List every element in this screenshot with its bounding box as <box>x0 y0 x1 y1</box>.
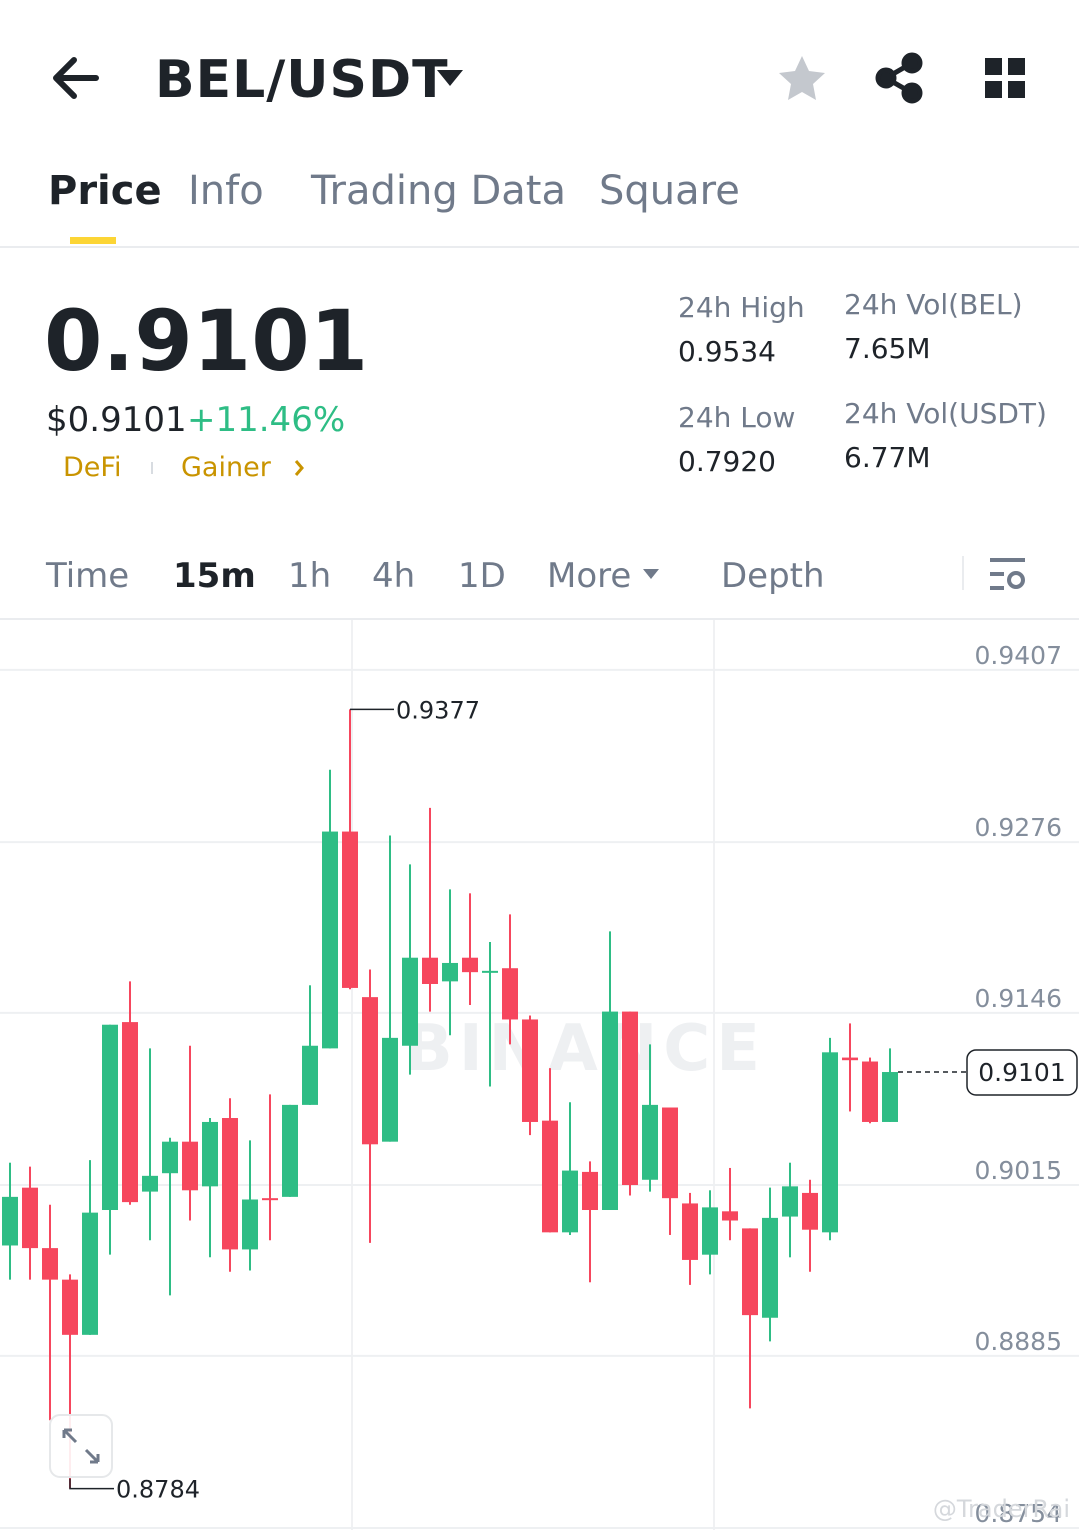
stat-value: 0.7920 <box>678 445 776 478</box>
candle-body <box>42 1248 58 1280</box>
low-marker <box>69 1478 114 1490</box>
more-dropdown[interactable] <box>643 569 659 579</box>
candle-body <box>502 968 518 1020</box>
candle-body <box>782 1186 798 1217</box>
tag[interactable]: DeFi <box>63 452 122 483</box>
tag-chevron[interactable] <box>294 460 304 476</box>
candle-body <box>142 1175 158 1192</box>
tab[interactable]: Trading Data <box>311 168 566 214</box>
interval[interactable]: More <box>547 556 632 596</box>
candle-body <box>742 1228 758 1316</box>
layout-button[interactable] <box>985 58 1025 98</box>
candle-body <box>222 1118 238 1250</box>
favorite-star[interactable] <box>779 56 825 100</box>
y-tick-label: 0.8754 <box>975 1499 1062 1528</box>
y-tick-label: 0.9015 <box>975 1156 1062 1185</box>
candle-body <box>642 1104 658 1180</box>
candle-body <box>402 957 418 1046</box>
candle-body <box>422 957 438 984</box>
pair-title[interactable]: BEL/USDT <box>155 50 449 110</box>
high-label: 0.9377 <box>396 696 480 724</box>
share-button[interactable] <box>875 52 923 104</box>
y-tick-label: 0.9407 <box>975 641 1062 670</box>
y-tick-label: 0.8885 <box>975 1327 1062 1356</box>
last-price-box <box>966 1049 1078 1096</box>
candle-body <box>762 1217 778 1318</box>
last-price: 0.9101 <box>44 292 369 390</box>
candle-body <box>702 1207 718 1255</box>
icons <box>0 52 1079 620</box>
interval[interactable]: 1D <box>458 556 506 596</box>
candle-body <box>442 962 458 982</box>
interval[interactable]: 1h <box>288 556 332 596</box>
stat-value: 6.77M <box>844 441 931 474</box>
candle-body <box>722 1211 738 1221</box>
tab[interactable]: Info <box>188 168 264 214</box>
candle-body <box>182 1141 198 1191</box>
y-tick-label: 0.9276 <box>975 813 1062 842</box>
candle-body <box>822 1052 838 1233</box>
candle-body <box>662 1107 678 1199</box>
candle-body <box>322 831 338 1049</box>
candle-body <box>362 997 378 1145</box>
stat-value: 0.9534 <box>678 335 776 368</box>
back-button[interactable] <box>53 57 99 99</box>
candle-body <box>262 1198 278 1201</box>
candle-body <box>102 1024 118 1211</box>
candle-body <box>482 970 498 973</box>
pair-dropdown[interactable] <box>437 70 463 86</box>
candlestick-chart: BINANCE 0.9407 0.9276 0.9146 0.9015 0.8885 0.… <box>0 620 1079 1530</box>
usd-price: $0.9101 <box>46 400 187 440</box>
candle-body <box>342 831 358 988</box>
candle-body <box>862 1061 878 1122</box>
stat-label: 24h High <box>678 291 805 324</box>
candle-body <box>162 1141 178 1174</box>
candle-body <box>62 1279 78 1335</box>
tab[interactable]: Price <box>48 168 162 214</box>
candle-body <box>462 957 478 973</box>
watermark: BINANCE <box>404 1012 766 1086</box>
candle-body <box>842 1057 858 1061</box>
stat-label: 24h Low <box>678 401 796 434</box>
candle-body <box>302 1045 318 1105</box>
candle-body <box>882 1072 898 1122</box>
interval[interactable]: 15m <box>173 556 256 596</box>
interval[interactable]: Depth <box>721 556 825 596</box>
stat-value: 7.65M <box>844 332 931 365</box>
candle-body <box>2 1196 18 1246</box>
chart-settings[interactable] <box>990 558 1025 590</box>
candle-body <box>542 1120 558 1233</box>
candle-body <box>602 1011 618 1211</box>
candle-body <box>522 1019 538 1122</box>
candle-body <box>22 1187 38 1249</box>
interval[interactable]: 4h <box>372 556 416 596</box>
tab-indicator <box>70 237 116 244</box>
candle-body <box>682 1203 698 1260</box>
y-tick-label: 0.9146 <box>975 984 1062 1013</box>
candle-body <box>382 1037 398 1142</box>
candle-body <box>122 1022 138 1203</box>
candle-body <box>82 1212 98 1335</box>
candle-body <box>282 1104 298 1197</box>
tab[interactable]: Square <box>599 168 740 214</box>
interval[interactable]: Time <box>46 556 130 596</box>
tag[interactable]: Gainer <box>181 452 271 483</box>
last-price-label: 0.9101 <box>978 1058 1065 1087</box>
credit: @TraderRai <box>933 1495 1070 1523</box>
candle-body <box>202 1121 218 1187</box>
expand-button[interactable] <box>49 1414 113 1478</box>
price-change: +11.46% <box>187 400 346 440</box>
candle-body <box>582 1171 598 1211</box>
expand-icon <box>62 1428 100 1464</box>
candle-body <box>242 1199 258 1250</box>
low-label: 0.8784 <box>116 1476 200 1504</box>
stat-label: 24h Vol(USDT) <box>844 397 1047 430</box>
stat-label: 24h Vol(BEL) <box>844 288 1023 321</box>
candle-body <box>562 1170 578 1233</box>
candle-body <box>802 1192 818 1230</box>
candle-body <box>622 1011 638 1186</box>
